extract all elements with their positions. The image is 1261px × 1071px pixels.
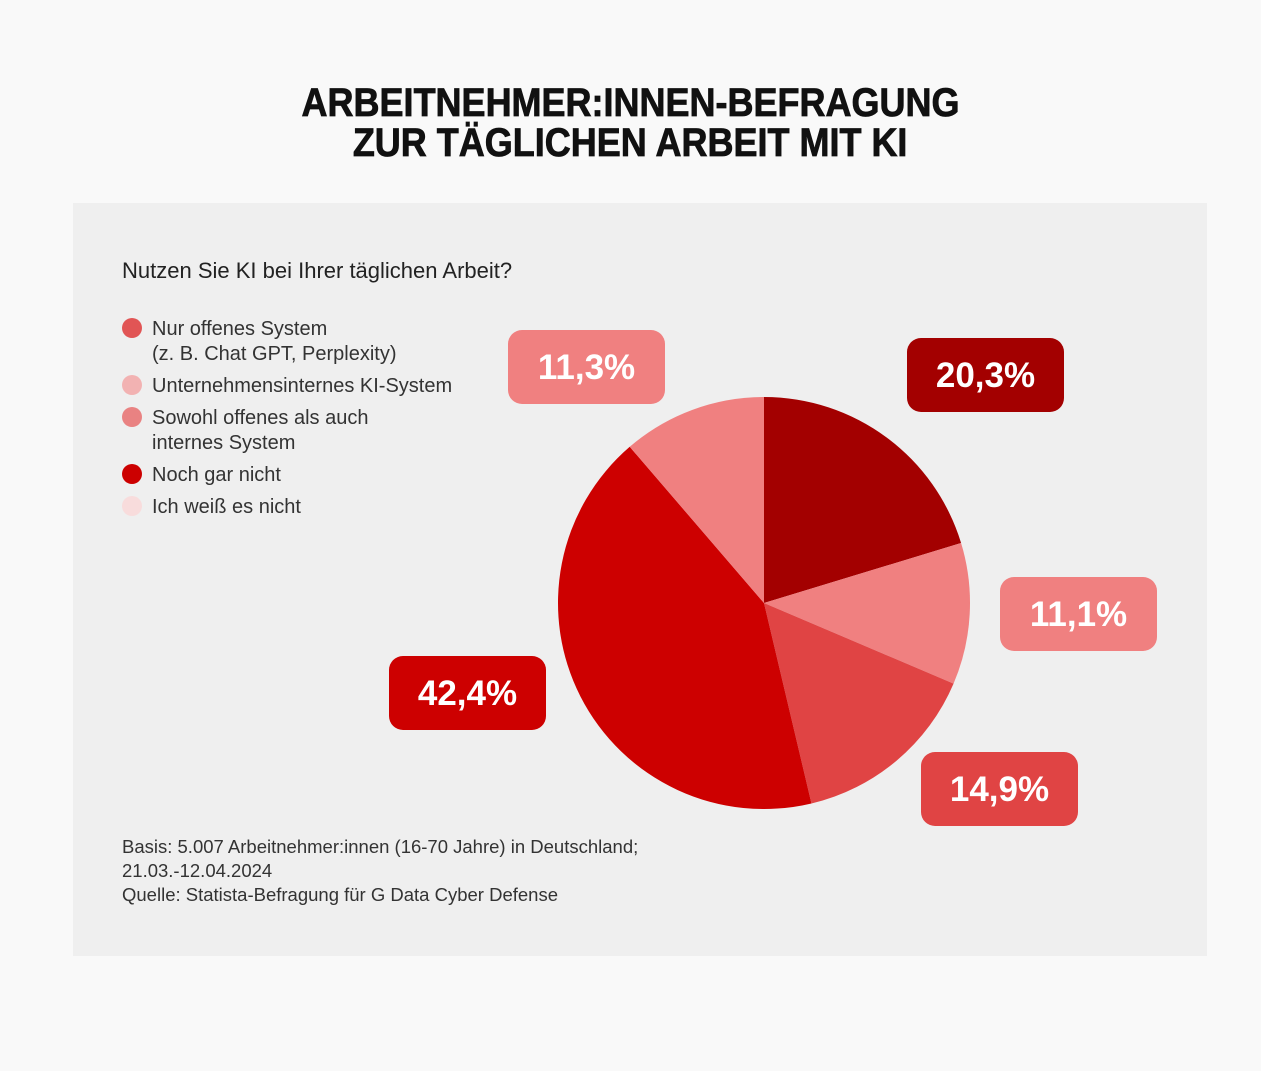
legend-label: Noch gar nicht (152, 464, 281, 486)
data-label-slice-1: 20,3% (907, 338, 1064, 412)
legend-swatch (122, 464, 142, 484)
legend-label: Nur offenes System (152, 318, 328, 340)
chart-panel: Nutzen Sie KI bei Ihrer täglichen Arbeit… (73, 203, 1207, 956)
legend-swatch (122, 318, 142, 338)
pie-slice-1 (764, 397, 962, 603)
pie-slice-2 (764, 543, 970, 684)
data-label-slice-5: 11,3% (508, 330, 665, 404)
pie-slice-4 (558, 446, 812, 809)
data-label-slice-3: 14,9% (921, 752, 1078, 826)
data-label-slice-2: 11,1% (1000, 577, 1157, 651)
data-label-slice-4: 42,4% (389, 656, 546, 730)
legend-swatch (122, 407, 142, 427)
chart-legend: Nur offenes System (z. B. Chat GPT, Perp… (122, 317, 452, 520)
legend-label: (z. B. Chat GPT, Perplexity) (152, 343, 397, 365)
source-note-line: Quelle: Statista-Befragung für G Data Cy… (122, 884, 558, 905)
legend-item-noch-gar-nicht: Noch gar nicht (122, 463, 452, 488)
infographic-title: ARBEITNEHMER:INNEN-BEFRAGUNG ZUR TÄGLICH… (0, 81, 1261, 165)
legend-label: Unternehmensinternes KI-System (152, 375, 453, 397)
legend-label: Sowohl offenes als auch (152, 407, 369, 429)
source-note: Basis: 5.007 Arbeitnehmer:innen (16-70 J… (122, 835, 638, 907)
pie-slice-5 (629, 397, 764, 603)
source-note-line: Basis: 5.007 Arbeitnehmer:innen (16-70 J… (122, 836, 639, 857)
legend-swatch (122, 375, 142, 395)
chart-question: Nutzen Sie KI bei Ihrer täglichen Arbeit… (122, 258, 513, 283)
legend-item-ich-weiss-es-nicht: Ich weiß es nicht (122, 495, 452, 520)
title-line-2: ZUR TÄGLICHEN ARBEIT MIT KI (353, 121, 908, 165)
pie-slice-3 (764, 603, 954, 804)
pie-chart (558, 397, 970, 809)
title-line-1: ARBEITNEHMER:INNEN-BEFRAGUNG (301, 81, 960, 125)
legend-swatch (122, 496, 142, 516)
legend-label: internes System (152, 432, 296, 454)
legend-item-nur-offenes-system: Nur offenes System (z. B. Chat GPT, Perp… (122, 317, 452, 367)
legend-label: Ich weiß es nicht (152, 496, 301, 518)
legend-item-unternehmensinternes-ki-system: Unternehmensinternes KI-System (122, 374, 452, 399)
legend-item-sowohl-offenes-als-auch-internes: Sowohl offenes als auch internes System (122, 406, 452, 456)
source-note-line: 21.03.-12.04.2024 (122, 860, 273, 881)
